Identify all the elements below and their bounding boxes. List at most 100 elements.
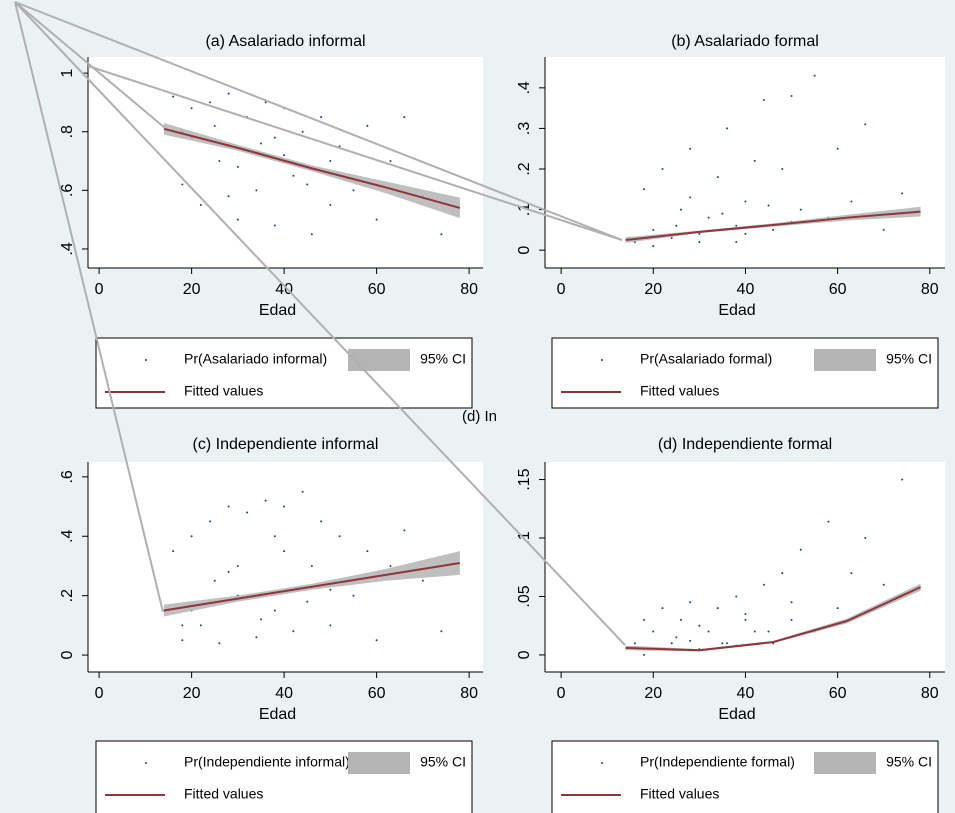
scatter-point [389,160,392,163]
scatter-point [283,154,286,157]
legend-label: Pr(Independiente formal) [640,754,795,770]
y-tick-label: 0 [516,246,533,255]
x-tick-label: 0 [95,281,104,298]
scatter-point [181,639,184,642]
scatter-point [227,195,230,198]
ci-band [163,122,460,219]
x-tick-label: 60 [829,685,847,702]
x-tick-label: 60 [368,281,386,298]
y-tick-label: .6 [59,184,76,197]
x-tick-label: 40 [737,281,755,298]
legend-marker [601,359,603,361]
scatter-point [670,642,673,645]
overlay-line [87,65,623,241]
scatter-point [181,183,184,186]
scatter-point [753,159,756,162]
scatter-point [227,92,230,95]
scatter-point [790,601,793,604]
chart-title: (d) Independiente formal [658,436,832,453]
scatter-point [882,583,885,586]
scatter-point [679,618,682,621]
x-tick-label: 80 [460,685,478,702]
fitted-line [625,586,921,652]
scatter-point [689,147,692,150]
scatter-point [836,147,839,150]
scatter-point [679,208,682,211]
plot-area [545,57,945,268]
legend-box [551,740,939,813]
x-tick-label: 80 [921,281,939,298]
fitted-line [625,210,921,241]
scatter-point [735,241,738,244]
x-tick-label: 20 [644,281,662,298]
scatter-point [744,613,747,616]
scatter-point [440,630,443,633]
x-tick-label: 80 [921,685,939,702]
legend-label: Fitted values [640,786,719,802]
legend: Pr(Asalariado formal) 95% CI Fitted values [551,337,939,409]
legend-label: Pr(Independiente informal) [184,754,350,770]
scatter-point [670,236,673,239]
scatter-point [320,116,323,119]
scatter-point [283,505,286,508]
y-tick-label: .2 [516,162,533,175]
legend-marker [145,762,147,764]
scatter-point [661,607,664,610]
scatter-point [310,564,313,567]
legend-swatch [348,752,410,774]
scatter-point [352,594,355,597]
scatter-point [199,624,202,627]
y-tick-label: .4 [516,81,533,94]
scatter-point [259,618,262,621]
stray-label: (d) In [462,408,497,425]
y-tick-label: 0 [59,651,76,660]
scatter-point [227,505,230,508]
scatter-point [306,183,309,186]
scatter-point [338,535,341,538]
scatter-point [882,228,885,231]
scatter-point [329,588,332,591]
scatter-point [375,639,378,642]
overlay-line [14,1,166,129]
scatter-point [744,618,747,621]
scatter-point [190,535,193,538]
x-axis-label: Edad [259,302,296,319]
scatter-point [273,224,276,227]
scatter-point [292,174,295,177]
scatter-point [850,572,853,575]
legend-label: Pr(Asalariado formal) [640,351,772,367]
y-tick-label: 1 [59,69,76,78]
scatter-point [273,136,276,139]
x-tick-label: 0 [557,685,566,702]
scatter-point [259,142,262,145]
scatter-point [707,630,710,633]
scatter-point [652,228,655,231]
y-tick-label: .2 [59,589,76,602]
x-axis-label: Edad [718,302,755,319]
scatter-point [744,232,747,235]
scatter-point [643,188,646,191]
scatter-point [172,95,175,98]
scatter-point [264,499,267,502]
scatter-point [306,600,309,603]
y-tick-label: .3 [516,122,533,135]
scatter-point [352,189,355,192]
scatter-point [264,101,267,104]
scatter-point [813,74,816,77]
scatter-point [440,233,443,236]
scatter-point [329,160,332,163]
overlay-lines [14,1,626,646]
scatter-point [236,564,239,567]
scatter-point [213,579,216,582]
scatter-point [698,232,701,235]
scatter-point [366,550,369,553]
panel: (d) Independiente formal 0 20 40 60 80 Edad 0 .0… [516,436,945,813]
panel: (c) Independiente informal 0 20 40 60 80 Edad 0… [59,436,483,813]
scatter-point [864,537,867,540]
scatter-point [329,203,332,206]
scatter-point [209,520,212,523]
y-tick-label: .4 [59,242,76,255]
legend-box [95,740,473,813]
scatter-point [901,192,904,195]
scatter-point [199,203,202,206]
